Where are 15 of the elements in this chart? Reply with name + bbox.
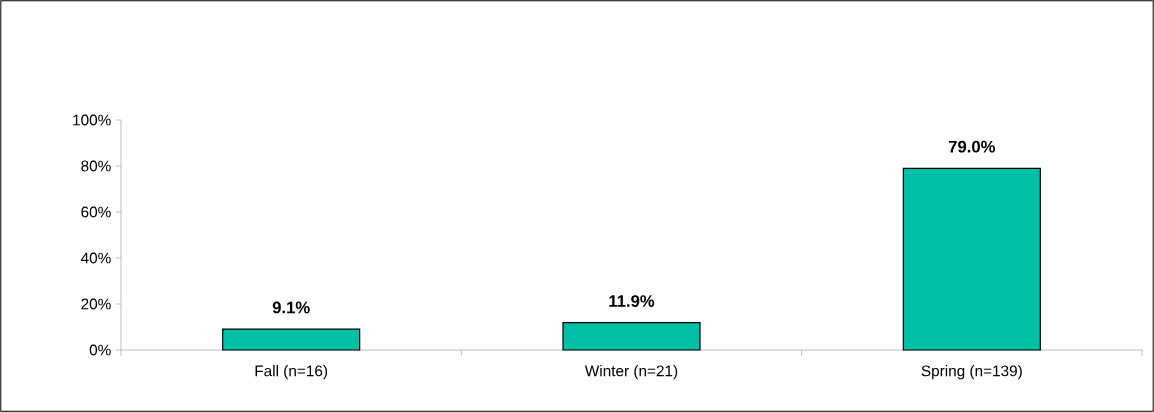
bar (902, 167, 1041, 351)
y-tick-label: 20% (81, 298, 111, 310)
data-label: 79.0% (948, 140, 996, 153)
y-tick-label: 0% (89, 344, 111, 356)
y-tick-label: 60% (81, 206, 111, 218)
y-tick-label: 40% (80, 252, 111, 264)
data-label: 9.1% (272, 301, 310, 314)
x-tick-label: Winter (n=21) (584, 365, 678, 380)
bar (562, 322, 701, 351)
data-label: 11.9% (609, 295, 655, 307)
y-tick-label: 100% (73, 114, 111, 126)
bar (222, 328, 361, 351)
x-tick-label: Fall (n=16) (255, 365, 328, 380)
y-tick-label: 80% (81, 160, 111, 172)
x-tick-label: Spring (n=139) (921, 365, 1022, 380)
